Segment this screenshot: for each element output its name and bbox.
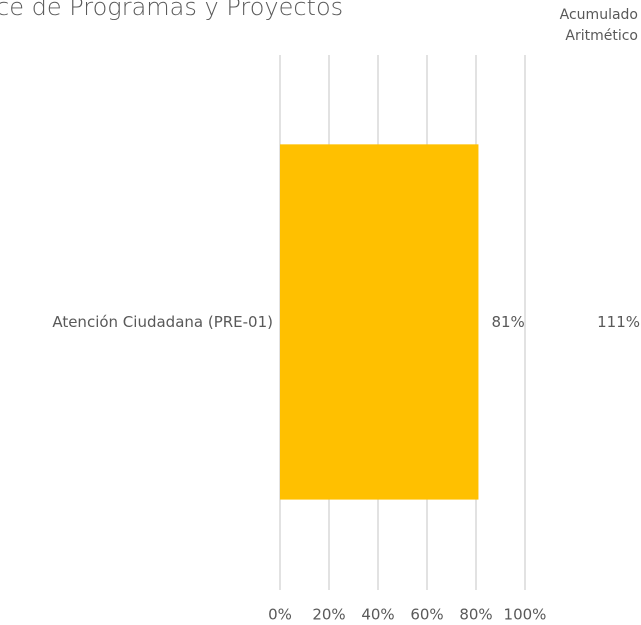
x-tick-label: 0%: [268, 606, 292, 624]
x-tick-label: 20%: [312, 606, 345, 624]
column-header: Acumulado: [560, 7, 638, 23]
x-tick-label: 80%: [459, 606, 492, 624]
acumulado-label: 111%: [597, 313, 640, 331]
chart-title: ce de Programas y Proyectos: [0, 0, 343, 21]
data-label: 81%: [491, 313, 524, 331]
x-tick-label: 60%: [410, 606, 443, 624]
y-tick-label: Atención Ciudadana (PRE-01): [52, 313, 273, 331]
x-tick-label: 100%: [504, 606, 547, 624]
x-tick-label: 40%: [361, 606, 394, 624]
column-header: Aritmético: [565, 28, 638, 44]
bar: [280, 144, 479, 500]
